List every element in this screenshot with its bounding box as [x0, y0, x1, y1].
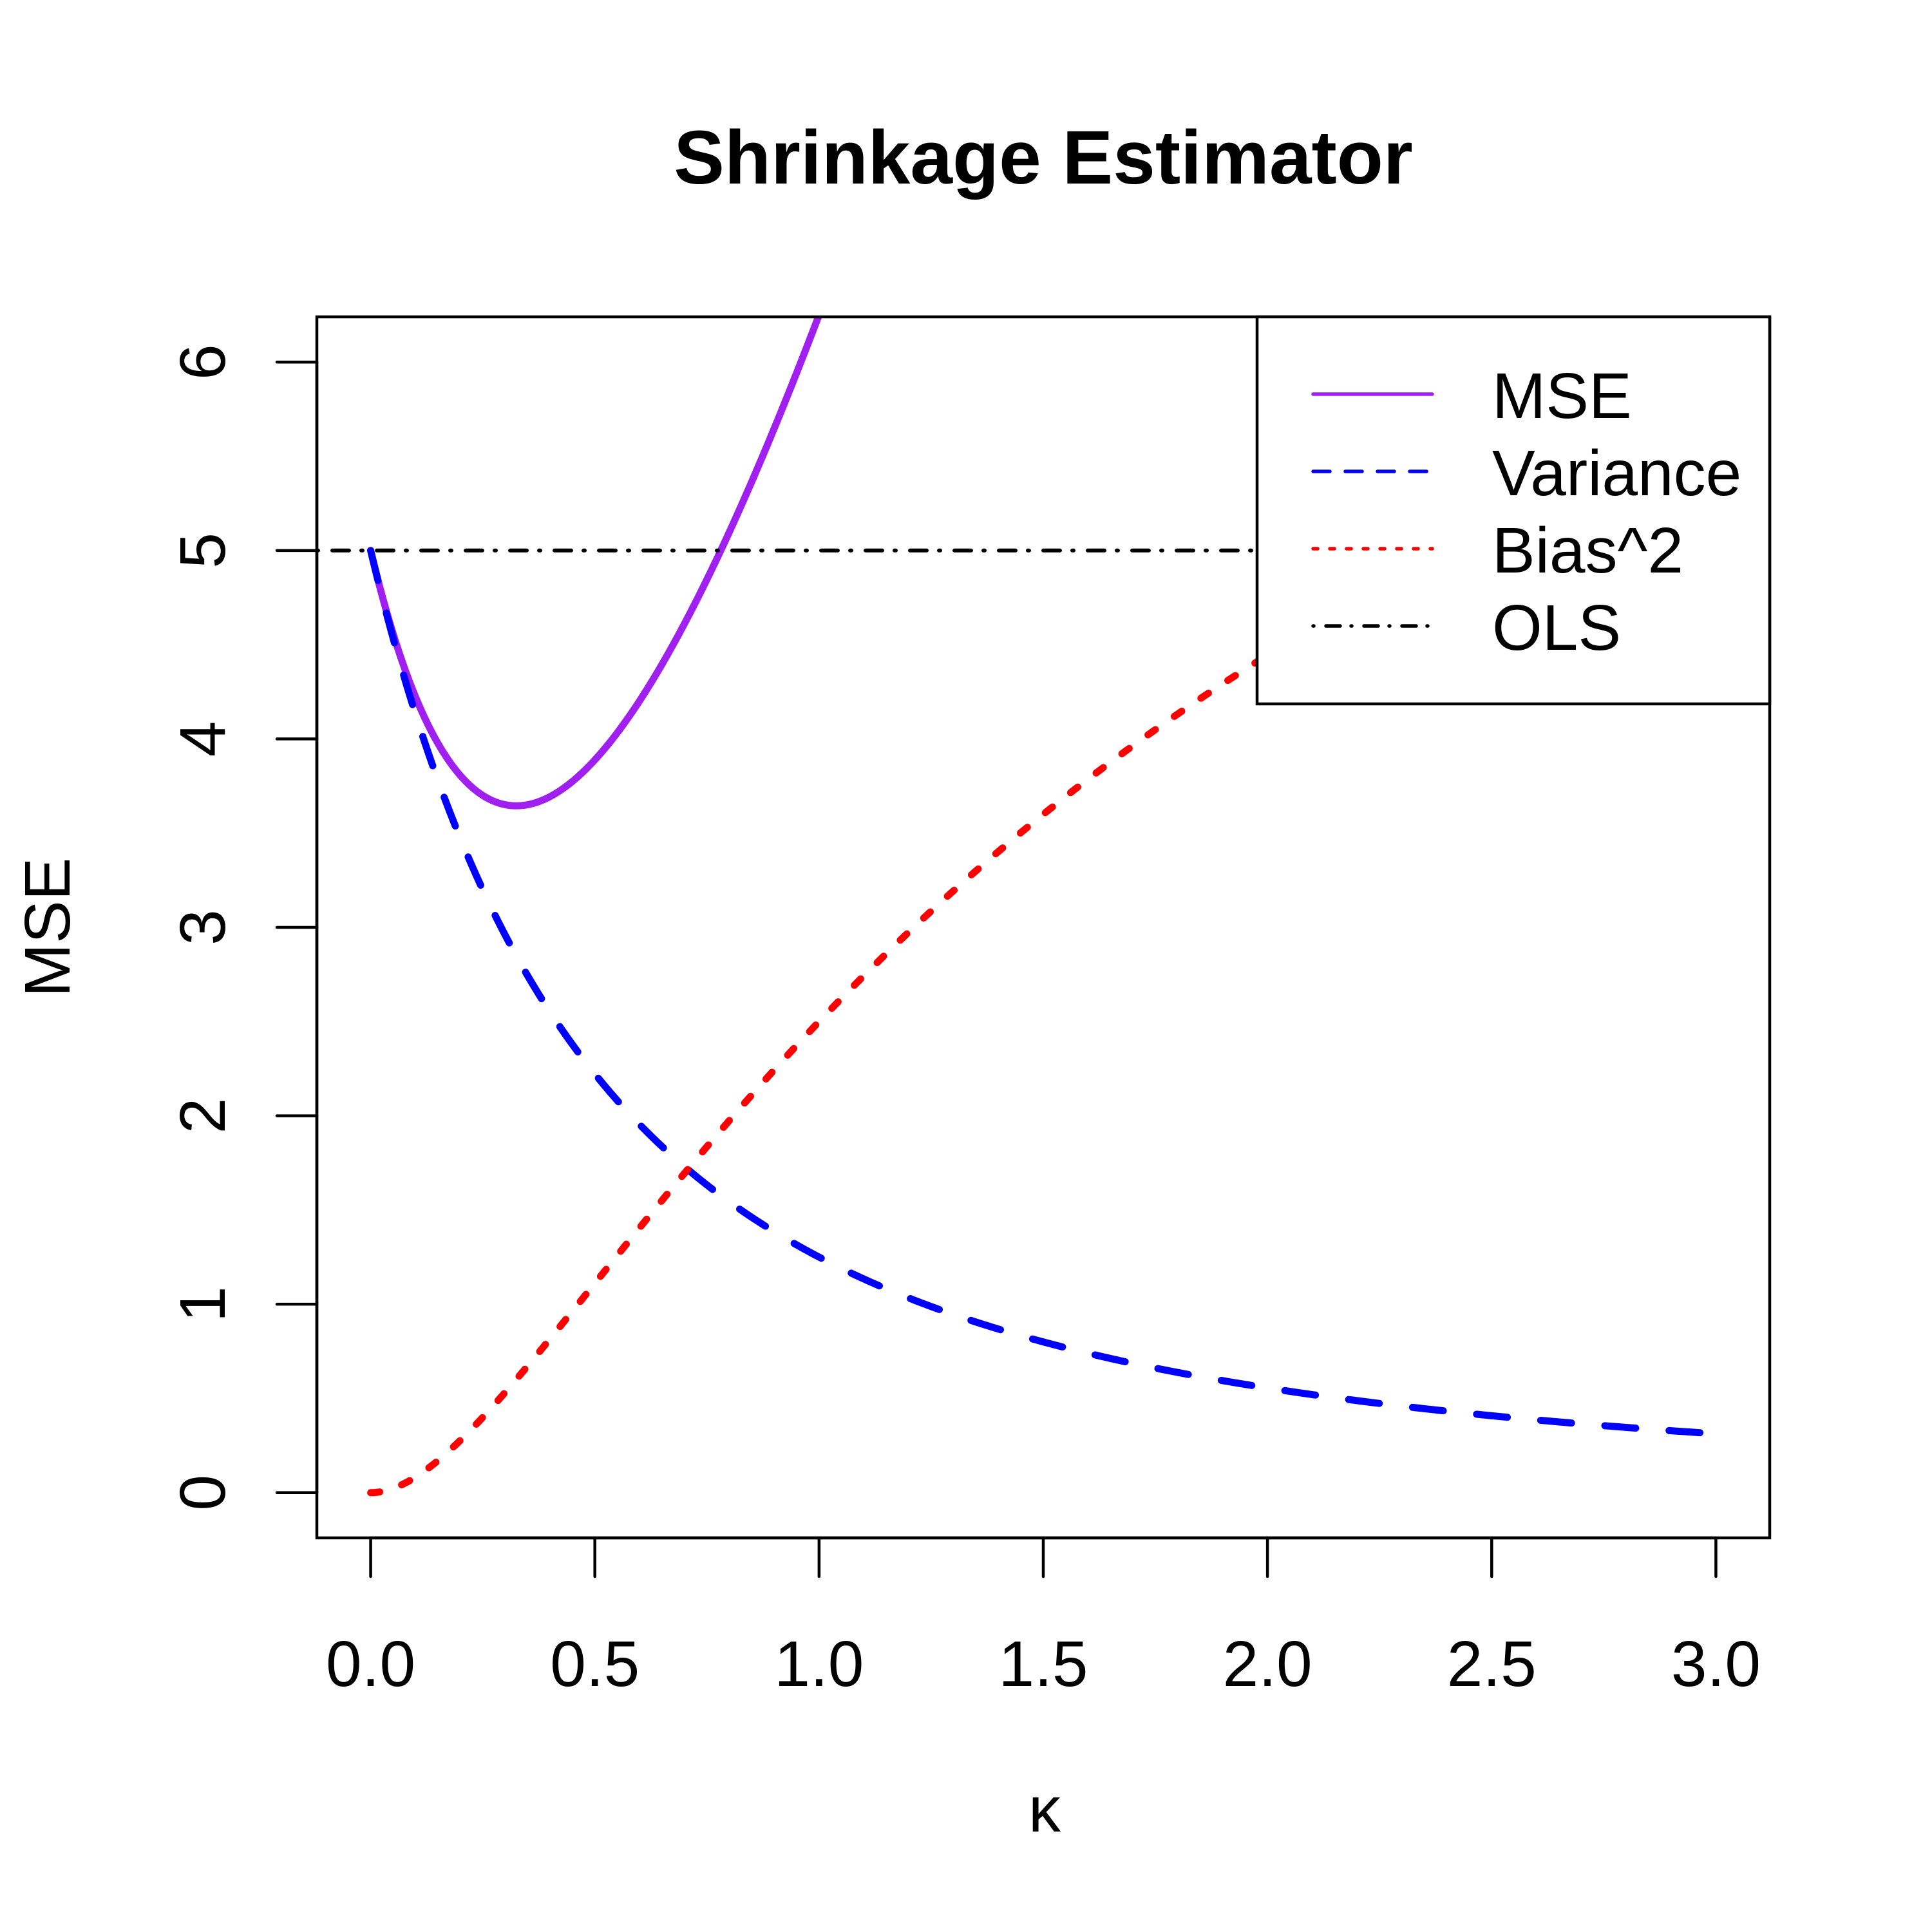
- x-axis: 0.0 0.5 1.0 1.5 2.0 2.5 3.0: [326, 1536, 1761, 1700]
- x-tick-label: 0.5: [550, 1628, 639, 1700]
- y-axis-label: MSE: [12, 858, 84, 998]
- x-tick-label: 2.5: [1447, 1628, 1537, 1700]
- x-tick-label: 2.0: [1223, 1628, 1312, 1700]
- y-tick-label: 4: [167, 721, 239, 757]
- x-tick-label: 1.5: [998, 1628, 1088, 1700]
- y-tick-label: 5: [167, 533, 239, 569]
- y-tick-label: 6: [167, 344, 239, 380]
- legend-box: [1255, 315, 1772, 706]
- legend-item: MSE: [1311, 360, 1632, 432]
- legend-item: Variance: [1311, 437, 1741, 509]
- y-tick-label: 2: [167, 1098, 239, 1134]
- y-tick-label: 0: [167, 1475, 239, 1511]
- legend-label: OLS: [1492, 592, 1621, 664]
- series-line-mse: [367, 317, 822, 810]
- legend-item: Bias^2: [1311, 515, 1683, 587]
- series-layer: [317, 317, 1770, 1497]
- x-axis-label: κ: [1028, 1774, 1061, 1846]
- y-tick-label: 1: [167, 1286, 239, 1322]
- x-tick-label: 1.0: [774, 1628, 864, 1700]
- legend-item: OLS: [1311, 592, 1621, 664]
- y-axis: 0 1 2 3 4 5 6: [167, 344, 319, 1511]
- x-tick-label: 0.0: [326, 1628, 415, 1700]
- legend-label: Bias^2: [1492, 515, 1683, 587]
- y-tick-label: 3: [167, 909, 239, 945]
- series-line-bias-2: [367, 429, 1719, 1497]
- legend-label: MSE: [1492, 360, 1632, 432]
- chart-title: Shrinkage Estimator: [674, 115, 1413, 200]
- legend-label: Variance: [1492, 437, 1741, 509]
- x-tick-label: 3.0: [1671, 1628, 1761, 1700]
- series-line-variance: [367, 547, 1719, 1437]
